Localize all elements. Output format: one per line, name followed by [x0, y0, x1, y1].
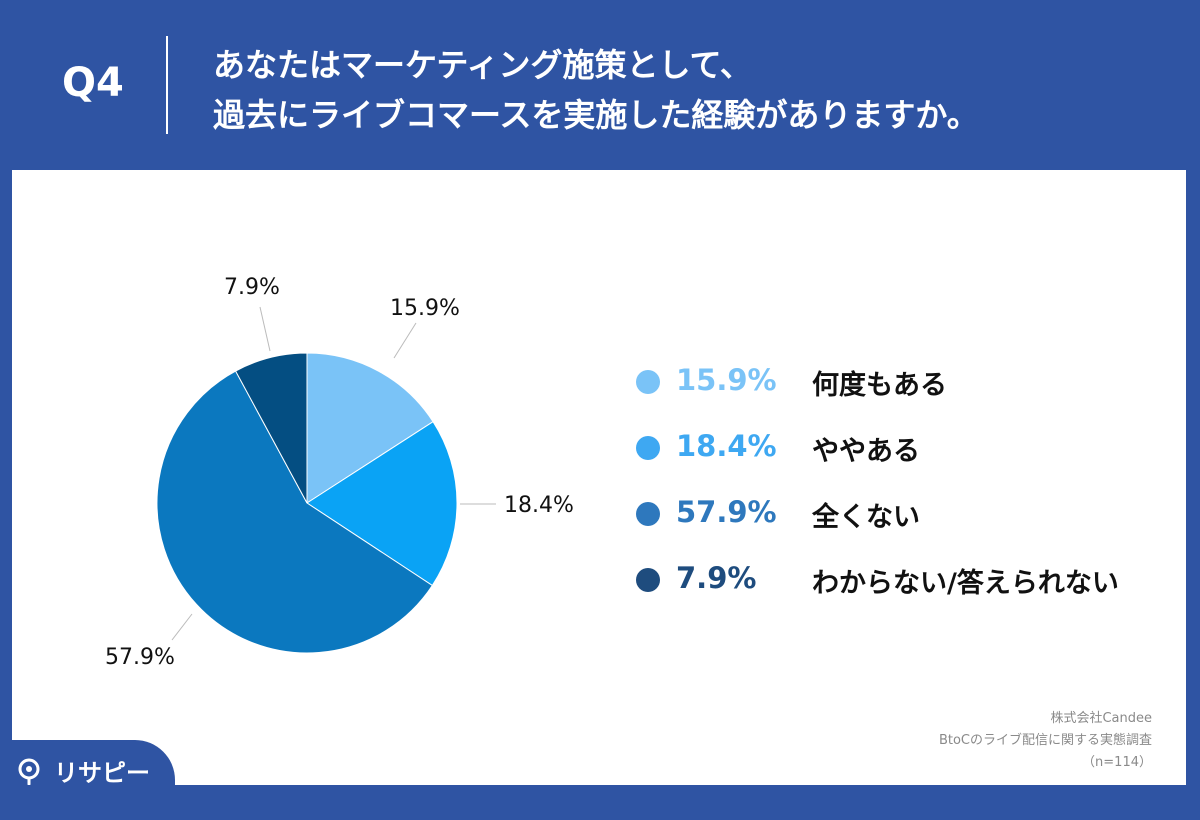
pie-slice — [156, 370, 433, 654]
pin-icon — [18, 758, 40, 785]
leader-line — [393, 322, 417, 359]
pie-slice — [306, 352, 434, 504]
legend-value: 57.9% — [676, 495, 777, 529]
data-label: 7.9% — [224, 275, 280, 300]
pie-slice — [306, 421, 458, 587]
leader-line — [171, 613, 193, 641]
source-survey: BtoCのライブ配信に関する実態調査 — [938, 733, 1152, 748]
header-divider — [166, 36, 168, 134]
legend-label: 全くない — [812, 502, 920, 533]
legend-dot — [636, 370, 660, 394]
data-label: 57.9% — [105, 645, 175, 670]
legend-dot — [636, 502, 660, 526]
legend-value: 7.9% — [676, 561, 757, 595]
brand-logo: リサピー — [16, 753, 150, 788]
question-number: Q4 — [62, 60, 124, 106]
question-title: あなたはマーケティング施策として、 過去にライブコマースを実施した経験があります… — [213, 40, 979, 140]
question-title-line-1: あなたはマーケティング施策として、 — [213, 46, 752, 84]
source-company: 株式会社Candee — [1050, 711, 1152, 726]
legend-dot — [636, 436, 660, 460]
legend-value: 18.4% — [676, 429, 777, 463]
legend-dot — [636, 568, 660, 592]
legend-value: 15.9% — [676, 363, 777, 397]
pie-slice — [234, 352, 308, 504]
legend-label: ややある — [812, 436, 920, 467]
brand-name: リサピー — [54, 759, 150, 787]
data-label: 15.9% — [390, 296, 460, 321]
source-sample: （n=114） — [1082, 755, 1152, 770]
source-note: 株式会社Candee BtoCのライブ配信に関する実態調査 （n=114） — [939, 708, 1152, 774]
legend-label: 何度もある — [812, 370, 947, 401]
pie-chart: 15.9% 18.4% 57.9% 7.9% — [105, 275, 574, 670]
leader-line — [259, 306, 271, 352]
header: Q4 あなたはマーケティング施策として、 過去にライブコマースを実施した経験があ… — [0, 0, 1200, 170]
data-label: 18.4% — [504, 493, 574, 518]
question-title-line-2: 過去にライブコマースを実施した経験がありますか。 — [213, 96, 979, 134]
legend-label: わからない/答えられない — [812, 568, 1119, 599]
chart-card: 15.9% 18.4% 57.9% 7.9% 15.9% 何度もある 18.4% やや… — [12, 170, 1186, 785]
